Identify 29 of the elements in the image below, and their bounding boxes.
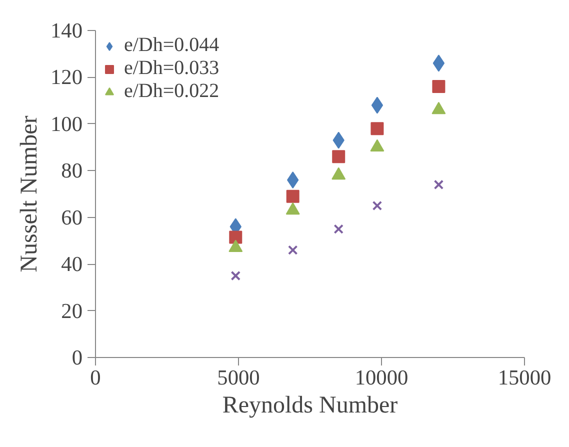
x-axis-title: Reynolds Number	[222, 392, 398, 418]
point	[229, 230, 242, 244]
x-tick-label: 5000	[217, 366, 260, 390]
point	[370, 122, 384, 136]
x-tick-label: 0	[90, 366, 101, 390]
y-axis-title: Nusselt Number	[16, 116, 43, 272]
x-tick-label: 10000	[354, 366, 408, 390]
point	[286, 190, 300, 203]
point	[372, 200, 382, 211]
legend-label: e/Dh=0.033	[124, 57, 220, 80]
point	[288, 245, 298, 255]
y-tick-label: 60	[61, 205, 82, 230]
legend-label: e/Dh=0.022	[124, 80, 220, 103]
point	[334, 224, 344, 234]
legend-label: e/Dh=0.044	[124, 34, 220, 57]
point	[432, 54, 445, 72]
y-tick-label: 140	[50, 18, 83, 42]
point	[434, 180, 444, 190]
y-tick-label: 20	[61, 298, 82, 323]
y-tick-label: 0	[72, 346, 83, 370]
point	[230, 270, 241, 281]
point	[432, 80, 446, 94]
y-tick-label: 120	[50, 65, 83, 90]
point	[371, 96, 384, 114]
x-tick-label: 15000	[498, 366, 552, 390]
y-tick-label: 40	[61, 252, 82, 276]
point	[332, 150, 346, 164]
y-tick-label: 100	[50, 112, 83, 136]
y-tick-label: 80	[61, 158, 82, 183]
